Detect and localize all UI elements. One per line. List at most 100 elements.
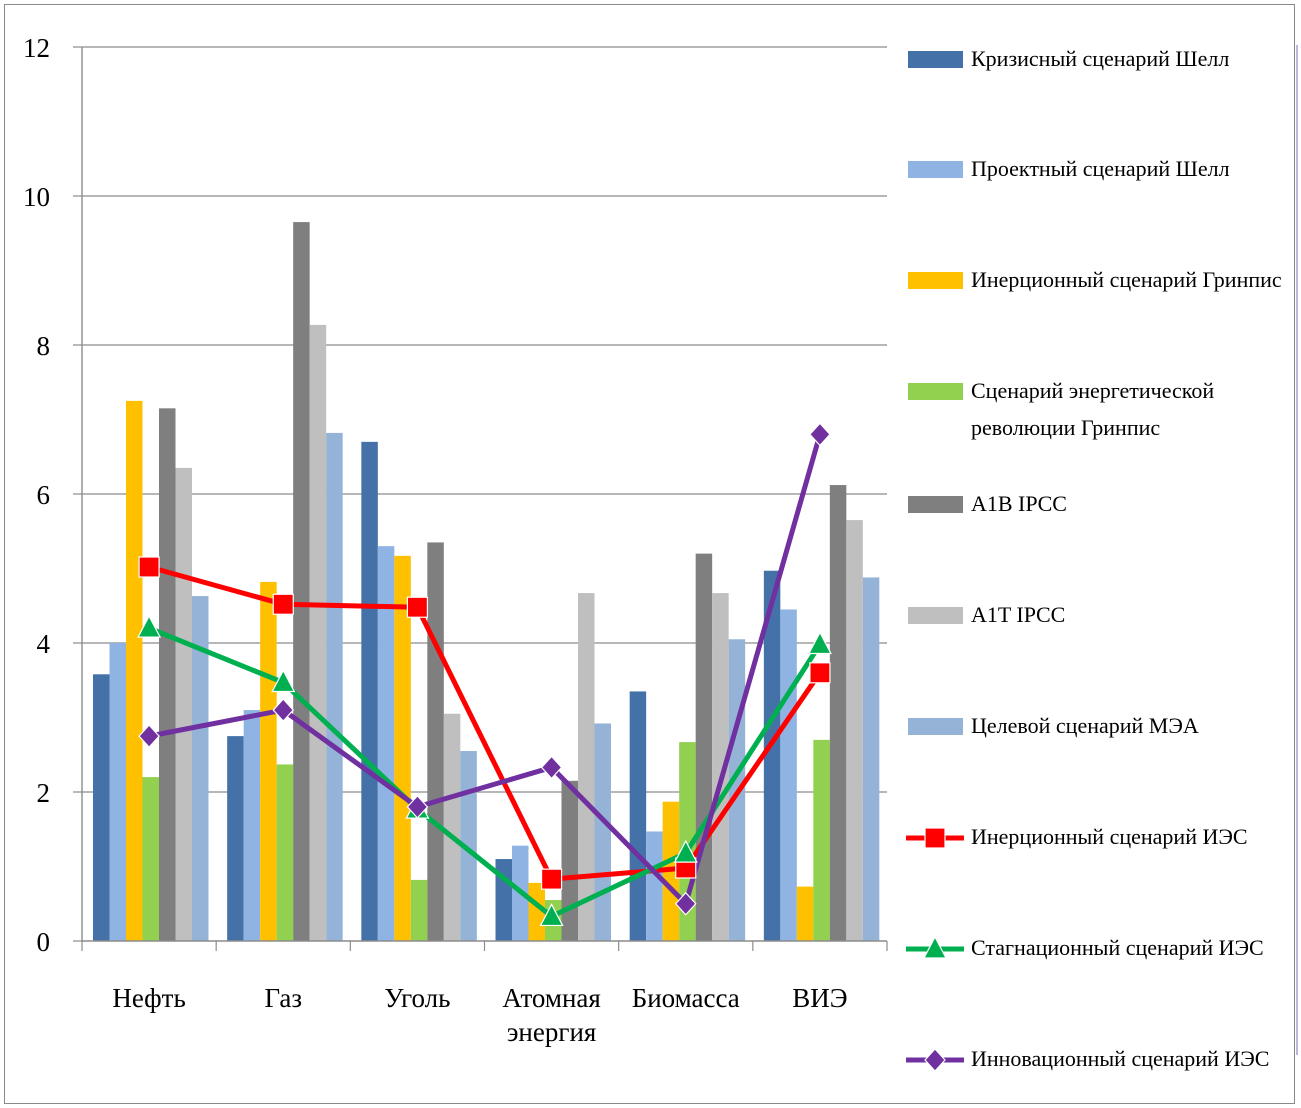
legend-label: Сценарий энергетической революции Гринпи… bbox=[971, 378, 1215, 440]
legend-item: A1T IPCC bbox=[906, 596, 1286, 676]
bar bbox=[712, 593, 729, 941]
data-point bbox=[406, 795, 429, 819]
legend-swatch-fill bbox=[908, 383, 963, 400]
data-point bbox=[809, 422, 831, 447]
data-point bbox=[272, 593, 294, 615]
legend-marker bbox=[924, 1048, 946, 1072]
legend-label: A1T IPCC bbox=[971, 602, 1066, 627]
legend-label: Инновационный сценарий ИЭС bbox=[971, 1046, 1270, 1071]
bar bbox=[293, 222, 310, 941]
bar bbox=[192, 596, 209, 941]
bar bbox=[394, 555, 411, 941]
data-point bbox=[539, 903, 564, 927]
legend-label: Проектный сценарий Шелл bbox=[971, 156, 1230, 181]
legend-swatch bbox=[908, 607, 963, 624]
bar bbox=[227, 736, 244, 941]
y-tick-label: 2 bbox=[37, 778, 51, 808]
data-point bbox=[271, 669, 296, 693]
data-point bbox=[138, 724, 160, 749]
legend-line-symbol bbox=[906, 827, 964, 849]
legend-label: Стагнационный сценарий ИЭС bbox=[971, 935, 1264, 960]
legend-label: A1B IPCC bbox=[971, 491, 1067, 516]
legend-item: Проектный сценарий Шелл bbox=[906, 150, 1286, 230]
data-point bbox=[137, 614, 162, 638]
y-tick-label: 8 bbox=[37, 331, 51, 361]
data-point bbox=[673, 839, 698, 863]
bar bbox=[862, 577, 880, 941]
legend-swatch bbox=[908, 496, 963, 513]
bar bbox=[427, 542, 444, 941]
bar bbox=[243, 710, 261, 941]
legend-marker bbox=[924, 827, 946, 849]
x-tick-label: ВИЭ bbox=[792, 983, 847, 1013]
legend-swatch bbox=[908, 272, 963, 289]
series-line bbox=[148, 564, 822, 882]
bar bbox=[646, 831, 663, 941]
bar bbox=[629, 691, 647, 941]
legend-swatch bbox=[908, 161, 963, 178]
legend-swatch bbox=[908, 51, 963, 68]
bar bbox=[578, 593, 595, 941]
legend-swatch-fill bbox=[908, 718, 963, 735]
x-tick-label: Атомная энергия bbox=[502, 983, 601, 1047]
bar bbox=[93, 674, 110, 941]
data-point bbox=[809, 662, 831, 684]
legend-item: Сценарий энергетической революции Гринпи… bbox=[906, 372, 1286, 452]
bar bbox=[377, 546, 395, 941]
data-point bbox=[406, 596, 429, 618]
legend-line-symbol bbox=[906, 937, 964, 959]
legend-item: Инновационный сценарий ИЭС bbox=[906, 1040, 1286, 1108]
bar bbox=[276, 764, 294, 941]
legend-swatch-fill bbox=[908, 496, 963, 513]
legend-item: Инерционный сценарий Гринпис bbox=[906, 261, 1286, 341]
bar bbox=[326, 432, 343, 941]
bar bbox=[561, 780, 578, 941]
data-point bbox=[272, 698, 295, 722]
bar bbox=[159, 408, 176, 941]
y-tick-label: 4 bbox=[37, 629, 51, 659]
data-point bbox=[138, 556, 160, 578]
legend-item: Целевой сценарий МЭА bbox=[906, 707, 1286, 787]
bar bbox=[260, 581, 277, 941]
x-tick-label: Уголь bbox=[384, 983, 450, 1013]
y-tick-label: 12 bbox=[23, 33, 50, 63]
legend-label: Инерционный сценарий Гринпис bbox=[971, 267, 1282, 292]
data-point bbox=[807, 631, 832, 655]
legend-swatch bbox=[908, 383, 963, 400]
bar bbox=[695, 553, 713, 941]
legend-label: Кризисный сценарий Шелл bbox=[971, 46, 1230, 71]
bar bbox=[763, 570, 781, 941]
legend-item: Кризисный сценарий Шелл bbox=[906, 40, 1286, 120]
bar bbox=[829, 485, 847, 941]
bar bbox=[410, 879, 428, 941]
legend-swatch-fill bbox=[908, 607, 963, 624]
data-point bbox=[674, 891, 697, 916]
bar bbox=[443, 713, 461, 941]
legend-item: A1B IPCC bbox=[906, 485, 1286, 565]
chart-legend: Кризисный сценарий Шелл Проектный сценари… bbox=[906, 0, 1286, 1108]
series-line bbox=[148, 433, 823, 907]
x-tick-label: Газ bbox=[264, 983, 302, 1013]
legend-label: Целевой сценарий МЭА bbox=[971, 713, 1199, 738]
bar bbox=[109, 643, 126, 941]
bar bbox=[813, 739, 830, 941]
bar bbox=[594, 723, 611, 941]
bar bbox=[796, 886, 814, 941]
legend-swatch bbox=[908, 718, 963, 735]
data-point bbox=[540, 868, 563, 890]
bar bbox=[361, 441, 378, 941]
bar bbox=[142, 777, 159, 941]
legend-line-symbol bbox=[906, 1048, 964, 1072]
bar bbox=[126, 400, 143, 941]
bar bbox=[175, 467, 192, 941]
x-tick-label: Нефть bbox=[112, 983, 185, 1013]
legend-swatch-fill bbox=[908, 51, 963, 68]
y-tick-label: 6 bbox=[37, 480, 51, 510]
y-tick-label: 0 bbox=[37, 927, 51, 957]
legend-label: Инерционный сценарий ИЭС bbox=[971, 824, 1248, 849]
legend-swatch-fill bbox=[908, 272, 963, 289]
bar bbox=[460, 751, 477, 941]
frame-edge bbox=[1296, 45, 1298, 1055]
bar bbox=[309, 324, 327, 941]
